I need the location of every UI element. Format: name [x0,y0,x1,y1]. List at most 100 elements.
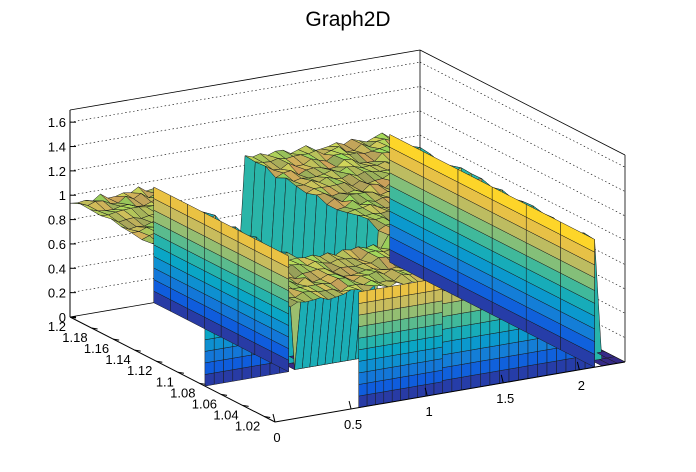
x-tick-label: 1 [426,404,433,419]
x-tick [272,413,276,423]
surface-wall-cell [223,357,234,372]
surface-wall-cell [375,345,385,359]
surface-wall-cell [391,365,401,380]
surface-wall-cell [391,307,401,322]
surface-wall-cell [442,353,453,368]
surface-wall-cell [425,301,435,316]
y-tick-label: 1.2 [48,319,66,334]
surface-wall-cell [461,375,472,391]
surface-wall-cell [260,363,271,377]
box-edge [419,49,626,156]
surface-wall-cell [518,352,529,368]
surface-wall-cell [358,336,368,351]
y-tick [91,327,98,330]
surface-wall-cell [527,338,538,354]
y-tick [199,382,206,385]
box-edge [69,49,421,111]
surface-wall-cell [366,300,376,314]
y-tick-label: 1.16 [84,341,109,356]
surface-wall-cell [366,346,376,361]
surface-wall-cell [451,325,462,341]
surface-wall-cell [546,360,557,376]
surface-wall-cell [442,327,453,343]
surface-wall-cell [425,290,435,304]
surface-wall-cell [461,362,472,378]
surface-wall-cell [508,328,519,344]
surface-wall-cell [425,325,435,339]
surface-wall-cell [451,377,462,392]
surface-wall-cell [433,312,443,326]
z-tick-label: 1 [59,188,66,203]
z-tick-label: 1.4 [48,140,66,155]
y-tick-label: 1.12 [127,363,152,378]
surface-wall-cell [383,390,393,404]
x-tick-label: 0 [273,430,280,445]
surface-wall-cell [480,320,491,336]
surface-wall-cell [442,378,453,394]
surface-wall-cell [358,313,368,327]
surface-wall-cell [408,304,418,319]
y-tick [113,338,120,341]
surface-wall-cell [470,360,481,376]
surface-wall-cell [383,366,393,381]
surface-wall-cell [433,300,443,315]
surface-wall-cell [480,359,491,375]
z-tick-label: 0.8 [48,213,66,228]
surface-wall-cell [499,368,510,384]
surface-wall-cell [408,374,418,388]
z-gridline [419,61,626,168]
surface-wall-cell [391,319,401,333]
surface-wall-cell [204,372,215,387]
surface-wall-cell [213,336,224,351]
surface-wall-cell [433,358,443,372]
surface-wall-cell [442,301,453,317]
surface-wall-cell [408,327,418,342]
x-tick [348,400,352,410]
surface-wall-cell [232,367,243,382]
y-tick-label: 1.02 [235,418,260,433]
x-tick [500,374,504,383]
surface-wall-cell [400,283,410,297]
surface-wall-cell [358,290,368,304]
surface-wall-cell [433,346,443,361]
surface-wall-cell [546,347,557,363]
surface-wall-cell [204,361,215,375]
surface-wall-cell [400,294,410,309]
surface-wall-cell [417,303,426,317]
x-axis: 0 0.5 1 1.5 2 [272,361,585,445]
surface-wall-cell [366,335,376,349]
x-tick-label: 1.5 [496,391,514,406]
surface-wall-cell [400,329,410,343]
y-tick [156,360,163,363]
surface-wall-cell [400,306,410,320]
surface-wall-cell [366,392,376,407]
surface-wall-cell [508,354,519,370]
surface-wall-cell [391,342,401,356]
z-axis: 0 0.2 0.4 0.6 0.8 1 1.2 1.4 1.6 [48,115,76,325]
z-tick-label: 0.2 [48,286,66,301]
surface-wall-cell [442,340,453,356]
surface-wall-cell [537,349,548,365]
x-tick [576,361,580,370]
surface-wall-cell [470,309,481,325]
x-axis-line [274,361,626,423]
surface-wall-cell [417,338,426,352]
surface-wall-cell [223,369,234,384]
surface-wall-cell [204,337,215,352]
surface-wall-cell [451,300,462,316]
surface-wall-cell [366,288,376,303]
surface-wall-cell [408,281,418,296]
surface-wall-cell [375,368,385,382]
surface-wall-cell [358,371,368,385]
surface-wall-cell [442,365,453,381]
surface-mesh [69,132,626,408]
surface-wall-cell [408,362,418,377]
surface-wall-cell [417,280,426,294]
surface-wall-cell [358,394,368,408]
surface-wall-cell [366,358,376,372]
surface-wall-cell [489,370,500,386]
surface-wall-cell [400,375,410,390]
surface-wall-cell [391,353,401,368]
surface-wall-cell [358,301,368,316]
surface-wall-cell [499,356,510,371]
